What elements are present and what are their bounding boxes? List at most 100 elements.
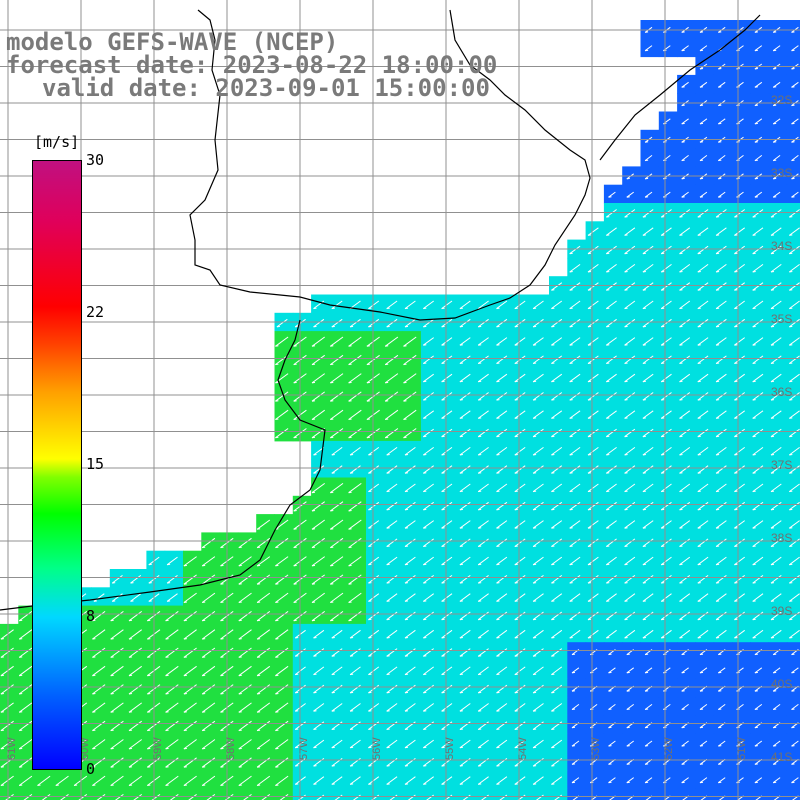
wind-arrow	[606, 318, 617, 328]
wind-arrow	[569, 574, 581, 584]
wind-arrow	[752, 483, 764, 493]
wind-arrow	[275, 574, 289, 585]
wind-arrow-head	[587, 527, 592, 529]
wind-arrow-head	[681, 671, 685, 674]
wind-arrow-head	[128, 766, 133, 768]
wind-arrow	[423, 465, 434, 474]
wind-arrow-head	[551, 746, 555, 749]
wind-arrow	[697, 282, 709, 291]
wind-arrow	[551, 684, 563, 694]
wind-arrow-head	[202, 601, 206, 603]
wind-arrow-head	[459, 746, 463, 749]
wind-arrow-head	[238, 729, 242, 732]
wind-arrow-head	[295, 655, 299, 657]
wind-arrow-head	[403, 418, 407, 420]
wind-arrow-head	[165, 729, 169, 732]
wind-arrow	[551, 483, 563, 493]
wind-arrow-head	[220, 766, 224, 768]
wind-arrow-head	[679, 399, 683, 401]
ocean-cell	[786, 404, 800, 424]
wind-arrow-head	[366, 381, 370, 384]
wind-arrow	[496, 446, 508, 456]
wind-arrow	[313, 684, 325, 694]
lon-label: 53W	[590, 737, 602, 760]
wind-arrow	[183, 610, 197, 622]
wind-arrow-head	[423, 545, 427, 547]
ocean-cell	[786, 569, 800, 588]
wind-arrow	[256, 720, 271, 732]
wind-arrow	[606, 520, 617, 529]
wind-arrow	[18, 702, 33, 713]
wind-arrow-head	[293, 601, 297, 603]
wind-arrow	[459, 318, 471, 328]
wind-arrow	[496, 611, 508, 621]
wind-arrow-head	[331, 710, 335, 712]
wind-arrow-head	[791, 104, 795, 107]
wind-arrow	[587, 520, 599, 529]
wind-arrow-head	[220, 619, 224, 622]
wind-arrow	[256, 702, 271, 713]
wind-arrow	[734, 318, 745, 328]
wind-arrow-head	[293, 345, 297, 347]
wind-arrow-head	[789, 490, 793, 493]
wind-arrow	[715, 337, 727, 346]
wind-arrow	[423, 446, 434, 456]
wind-arrow	[238, 775, 252, 786]
wind-arrow-head	[791, 708, 795, 710]
wind-arrow-head	[478, 325, 482, 328]
wind-arrow	[201, 702, 216, 713]
wind-arrow-head	[0, 693, 4, 695]
wind-arrow	[789, 392, 800, 401]
wind-arrow	[441, 574, 453, 584]
wind-arrow	[459, 355, 471, 364]
wind-arrow	[624, 574, 636, 584]
wind-arrow	[551, 446, 563, 456]
wind-arrow	[165, 757, 179, 768]
wind-arrow	[0, 702, 14, 713]
wind-arrow-head	[716, 545, 720, 547]
wind-arrow	[789, 282, 800, 291]
wind-arrow-head	[551, 563, 555, 566]
wind-arrow	[770, 282, 782, 291]
wind-arrow-head	[19, 747, 23, 750]
wind-arrow	[752, 392, 764, 401]
wind-arrow-head	[459, 783, 463, 785]
wind-arrow	[386, 703, 398, 712]
wind-arrow	[423, 392, 434, 401]
wind-arrow-head	[789, 527, 793, 529]
wind-arrow	[569, 593, 581, 602]
wind-arrow	[403, 409, 417, 420]
wind-arrow-head	[238, 766, 242, 768]
wind-arrow	[569, 483, 581, 493]
ocean-cell	[366, 788, 385, 800]
wind-arrow	[459, 300, 471, 310]
wind-arrow-head	[679, 582, 683, 584]
ocean-cell	[292, 788, 312, 800]
wind-arrow-head	[571, 763, 576, 765]
wind-arrow-head	[606, 399, 610, 401]
wind-arrow-head	[791, 653, 795, 656]
wind-arrow	[679, 373, 691, 383]
wind-arrow-head	[55, 784, 59, 786]
wind-arrow-head	[699, 86, 704, 88]
wind-arrow-head	[718, 763, 722, 765]
wind-arrow-head	[478, 765, 482, 767]
wind-arrow	[715, 574, 727, 584]
wind-arrow	[275, 336, 289, 347]
wind-arrow	[532, 410, 544, 419]
wind-arrow	[403, 428, 417, 439]
wind-arrow-head	[718, 159, 722, 162]
wind-arrow	[238, 647, 252, 658]
wind-arrow	[752, 263, 764, 273]
lat-label: 33S	[771, 166, 792, 180]
wind-arrow	[606, 574, 617, 584]
wind-arrow	[441, 337, 453, 346]
wind-arrow	[715, 446, 727, 456]
wind-arrow-head	[313, 728, 317, 730]
wind-arrow-head	[681, 781, 685, 784]
wind-arrow	[128, 647, 142, 658]
wind-arrow-head	[624, 582, 628, 584]
wind-arrow-head	[366, 418, 370, 420]
wind-arrow-head	[679, 289, 683, 291]
